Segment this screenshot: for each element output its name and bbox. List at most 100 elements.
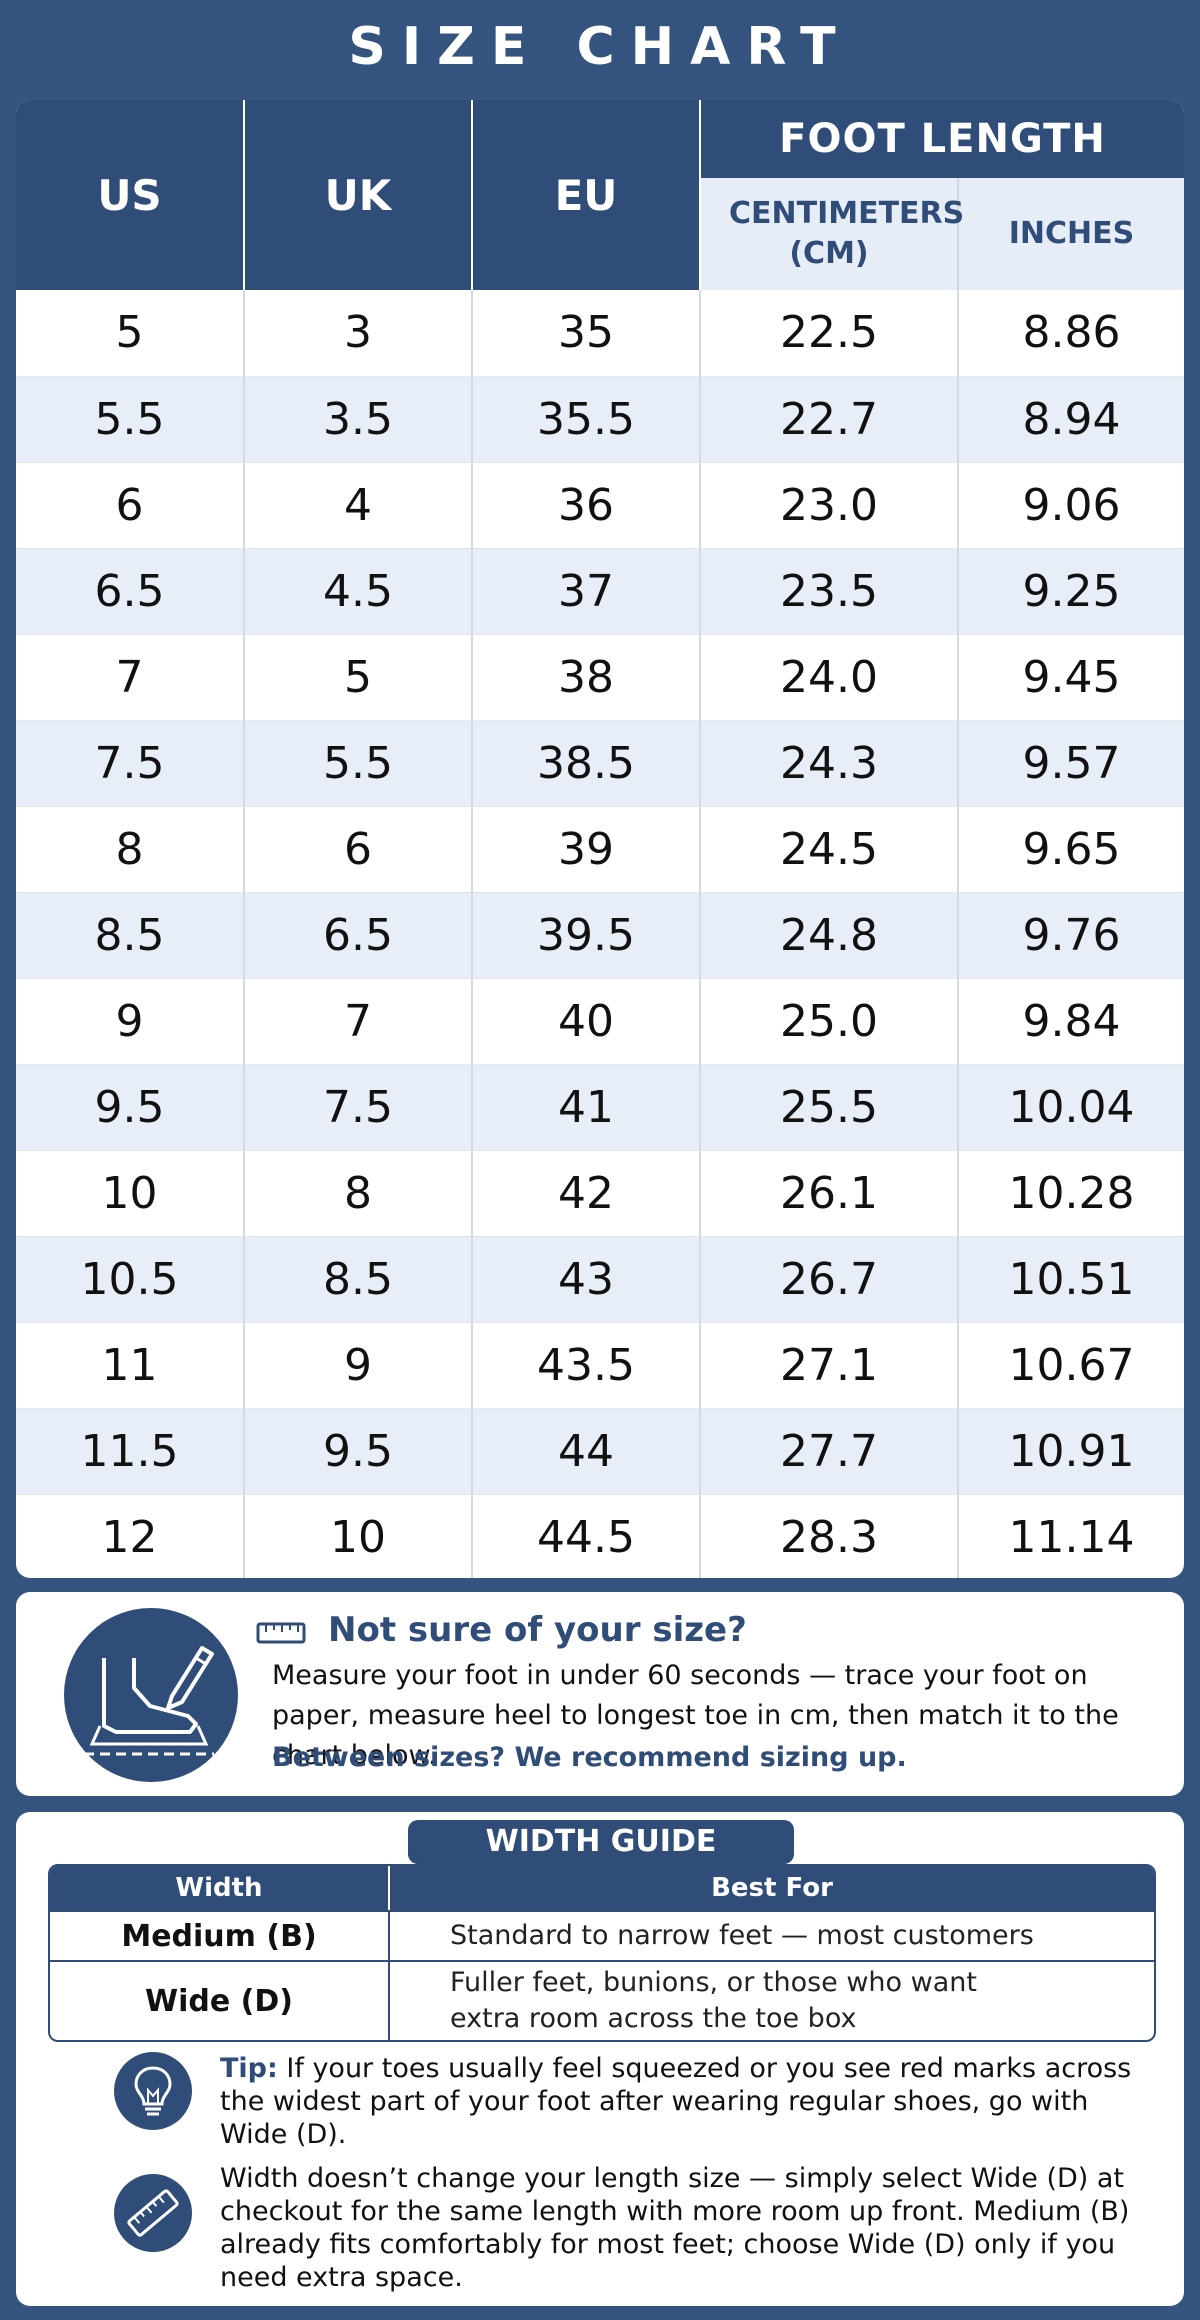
eu-size-cell: 44 <box>472 1408 701 1495</box>
size-row: 10.5 8.5 43 26.7 10.51 <box>16 1236 1184 1323</box>
lightbulb-icon <box>114 2052 192 2130</box>
size-row: 12 10 44.5 28.3 11.14 <box>16 1494 1184 1578</box>
eu-size-cell: 38 <box>472 634 701 721</box>
uk-size-cell: 9 <box>244 1322 473 1409</box>
uk-size-cell: 4.5 <box>244 548 473 635</box>
size-row: 9.5 7.5 41 25.5 10.04 <box>16 1064 1184 1151</box>
us-size-cell: 11 <box>16 1322 245 1409</box>
cm-length-cell: 25.5 <box>700 1064 959 1151</box>
size-row: 11.5 9.5 44 27.7 10.91 <box>16 1408 1184 1495</box>
size-row: 5.5 3.5 35.5 22.7 8.94 <box>16 376 1184 463</box>
cm-length-cell: 25.0 <box>700 978 959 1065</box>
uk-size-cell: 3.5 <box>244 376 473 463</box>
width-note-text: Width doesn’t change your length size — … <box>220 2163 1130 2293</box>
size-row: 6 4 36 23.0 9.06 <box>16 462 1184 549</box>
us-size-cell: 12 <box>16 1494 245 1578</box>
us-size-cell: 11.5 <box>16 1408 245 1495</box>
cm-length-cell: 23.5 <box>700 548 959 635</box>
us-size-cell: 10.5 <box>16 1236 245 1323</box>
size-row: 7 5 38 24.0 9.45 <box>16 634 1184 721</box>
eu-size-cell: 39.5 <box>472 892 701 979</box>
cm-length-cell: 24.3 <box>700 720 959 807</box>
cm-length-cell: 26.1 <box>700 1150 959 1237</box>
inches-length-cell: 9.06 <box>958 462 1184 549</box>
header-centimeters: CENTIMETERS (CM) <box>700 178 965 290</box>
size-row: 6.5 4.5 37 23.5 9.25 <box>16 548 1184 635</box>
inches-length-cell: 9.25 <box>958 548 1184 635</box>
size-row: 9 7 40 25.0 9.84 <box>16 978 1184 1065</box>
header-centimeters-label: CENTIMETERS (CM) <box>729 196 965 271</box>
cm-length-cell: 24.8 <box>700 892 959 979</box>
size-row: 10 8 42 26.1 10.28 <box>16 1150 1184 1237</box>
inches-length-cell: 10.04 <box>958 1064 1184 1151</box>
ruler-icon <box>114 2174 192 2252</box>
inches-length-cell: 9.65 <box>958 806 1184 893</box>
cm-length-cell: 24.0 <box>700 634 959 721</box>
cm-length-cell: 24.5 <box>700 806 959 893</box>
us-size-cell: 5 <box>16 290 245 377</box>
eu-size-cell: 35 <box>472 290 701 377</box>
measure-title: Not sure of your size? <box>328 1610 747 1650</box>
size-chart-table: US UK EU FOOT LENGTH CENTIMETERS (CM) IN… <box>16 100 1184 1578</box>
page-title: SIZE CHART <box>348 17 852 77</box>
uk-size-cell: 10 <box>244 1494 473 1578</box>
width-name: Wide (D) <box>50 1960 390 2040</box>
inches-length-cell: 8.94 <box>958 376 1184 463</box>
eu-size-cell: 44.5 <box>472 1494 701 1578</box>
size-chart-body: 5 3 35 22.5 8.86 5.5 3.5 35.5 22.7 8.94 6 4 36 23.0 9.… <box>16 290 1184 1578</box>
header-us: US <box>16 100 245 290</box>
inches-length-cell: 9.76 <box>958 892 1184 979</box>
inches-length-cell: 9.84 <box>958 978 1184 1065</box>
inches-length-cell: 9.57 <box>958 720 1184 807</box>
header-uk: UK <box>244 100 473 290</box>
us-size-cell: 7.5 <box>16 720 245 807</box>
inches-length-cell: 10.91 <box>958 1408 1184 1495</box>
uk-size-cell: 6.5 <box>244 892 473 979</box>
eu-size-cell: 38.5 <box>472 720 701 807</box>
us-size-cell: 8 <box>16 806 245 893</box>
cm-length-cell: 28.3 <box>700 1494 959 1578</box>
width-header: Width <box>50 1866 390 1910</box>
uk-size-cell: 5.5 <box>244 720 473 807</box>
width-best-for: Fuller feet, bunions, or those who want … <box>390 1960 1154 2040</box>
size-row: 8.5 6.5 39.5 24.8 9.76 <box>16 892 1184 979</box>
cm-length-cell: 26.7 <box>700 1236 959 1323</box>
eu-size-cell: 43.5 <box>472 1322 701 1409</box>
header-eu: EU <box>472 100 701 290</box>
inches-length-cell: 10.51 <box>958 1236 1184 1323</box>
uk-size-cell: 8 <box>244 1150 473 1237</box>
cm-length-cell: 23.0 <box>700 462 959 549</box>
ruler-icon <box>256 1622 306 1644</box>
width-row: Wide (D) Fuller feet, bunions, or those … <box>50 1960 1154 2040</box>
width-best-for: Standard to narrow feet — most customers <box>390 1910 1154 1960</box>
measure-note: Between sizes? We recommend sizing up. <box>272 1742 907 1773</box>
eu-size-cell: 36 <box>472 462 701 549</box>
eu-size-cell: 41 <box>472 1064 701 1151</box>
us-size-cell: 9 <box>16 978 245 1065</box>
us-size-cell: 8.5 <box>16 892 245 979</box>
width-guide-table: Width Best For Medium (B) Standard to na… <box>48 1864 1156 2042</box>
width-guide-title: WIDTH GUIDE <box>408 1820 794 1864</box>
inches-length-cell: 8.86 <box>958 290 1184 377</box>
eu-size-cell: 35.5 <box>472 376 701 463</box>
inches-length-cell: 11.14 <box>958 1494 1184 1578</box>
uk-size-cell: 7 <box>244 978 473 1065</box>
inches-length-cell: 10.28 <box>958 1150 1184 1237</box>
us-size-cell: 6 <box>16 462 245 549</box>
tip-body: If your toes usually feel squeezed or yo… <box>220 2053 1132 2150</box>
uk-size-cell: 9.5 <box>244 1408 473 1495</box>
uk-size-cell: 5 <box>244 634 473 721</box>
eu-size-cell: 40 <box>472 978 701 1065</box>
cm-length-cell: 27.1 <box>700 1322 959 1409</box>
width-row: Medium (B) Standard to narrow feet — mos… <box>50 1910 1154 1960</box>
tip-label: Tip: <box>220 2053 278 2084</box>
size-row: 8 6 39 24.5 9.65 <box>16 806 1184 893</box>
size-row: 11 9 43.5 27.1 10.67 <box>16 1322 1184 1409</box>
us-size-cell: 10 <box>16 1150 245 1237</box>
uk-size-cell: 7.5 <box>244 1064 473 1151</box>
tip-text: Tip: If your toes usually feel squeezed … <box>220 2052 1140 2151</box>
eu-size-cell: 42 <box>472 1150 701 1237</box>
inches-length-cell: 9.45 <box>958 634 1184 721</box>
header-foot-length: FOOT LENGTH <box>700 100 1184 178</box>
us-size-cell: 9.5 <box>16 1064 245 1151</box>
